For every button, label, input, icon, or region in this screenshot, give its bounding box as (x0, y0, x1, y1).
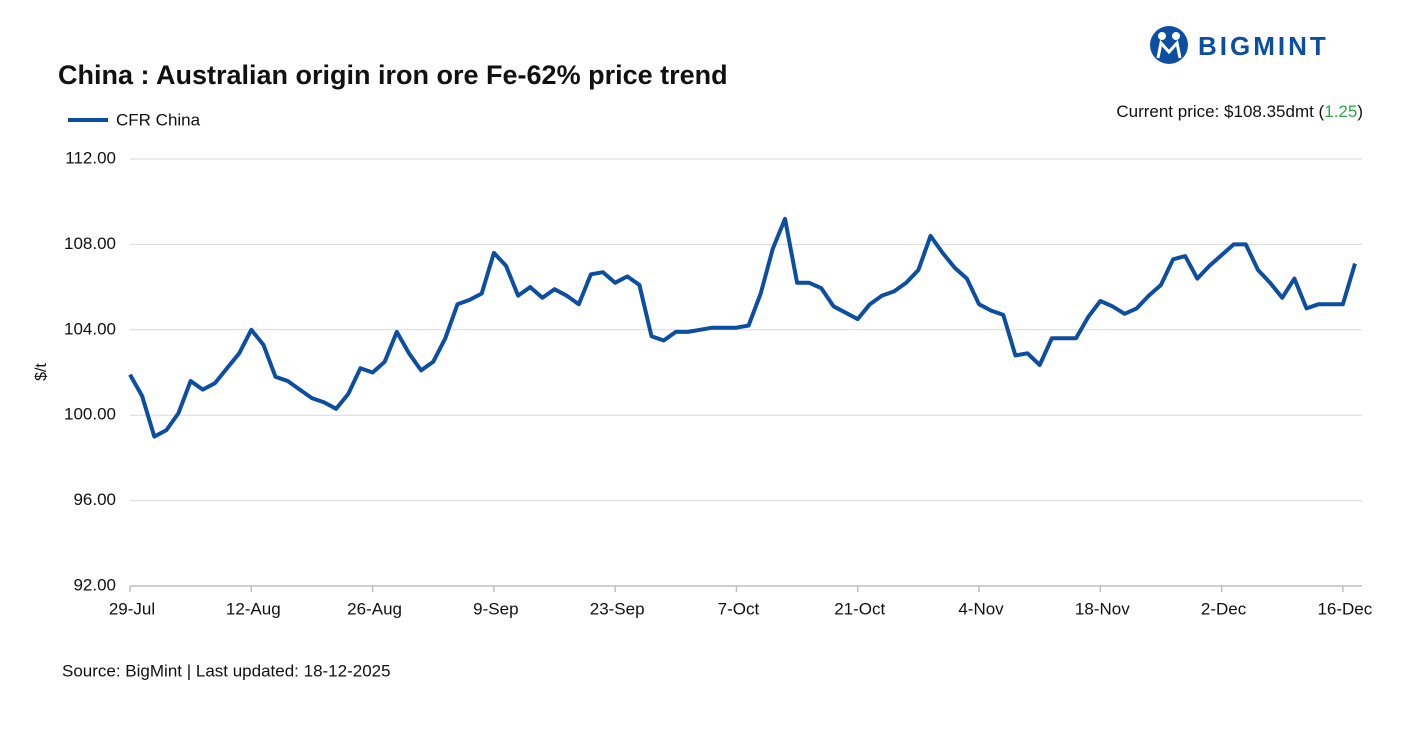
x-tick-label: 23-Sep (590, 599, 645, 618)
x-tick-label: 4-Nov (958, 599, 1004, 618)
y-axis-label: $/t (33, 363, 50, 381)
logo-icon (1150, 26, 1188, 64)
logo-icon-dot (1172, 32, 1180, 40)
price-change: 1.25 (1324, 102, 1357, 121)
x-tick-label: 7-Oct (718, 599, 760, 618)
logo: BIGMINT (1150, 26, 1329, 64)
x-tick-label: 16-Dec (1317, 599, 1372, 618)
current-price-suffix: ) (1357, 102, 1363, 121)
x-tick-label: 21-Oct (834, 599, 885, 618)
current-price-prefix: Current price: $108.35dmt ( (1116, 102, 1324, 121)
x-tick-label: 9-Sep (473, 599, 518, 618)
y-tick-label: 108.00 (64, 234, 116, 253)
x-tick-label: 12-Aug (226, 599, 281, 618)
y-tick-label: 104.00 (64, 319, 116, 338)
current-price: Current price: $108.35dmt (1.25) (1116, 102, 1363, 121)
x-tick-label: 18-Nov (1075, 599, 1130, 618)
footer: Source: BigMint | Last updated: 18-12-20… (62, 661, 391, 680)
legend-label: CFR China (116, 110, 201, 129)
logo-icon-dot (1158, 32, 1166, 40)
x-tick-label: 26-Aug (347, 599, 402, 618)
y-tick-label: 96.00 (73, 490, 116, 509)
logo-icon-m (1156, 39, 1182, 59)
x-tick-label: 2-Dec (1201, 599, 1247, 618)
y-tick-label: 112.00 (65, 148, 116, 167)
x-tick-label: 29-Jul (109, 599, 155, 618)
brand: BIGMINT (1198, 31, 1329, 61)
y-tick-label: 100.00 (64, 405, 116, 424)
price-line (128, 216, 1357, 439)
chart-title: China : Australian origin iron ore Fe-62… (58, 60, 728, 90)
y-tick-label: 92.00 (73, 575, 116, 594)
